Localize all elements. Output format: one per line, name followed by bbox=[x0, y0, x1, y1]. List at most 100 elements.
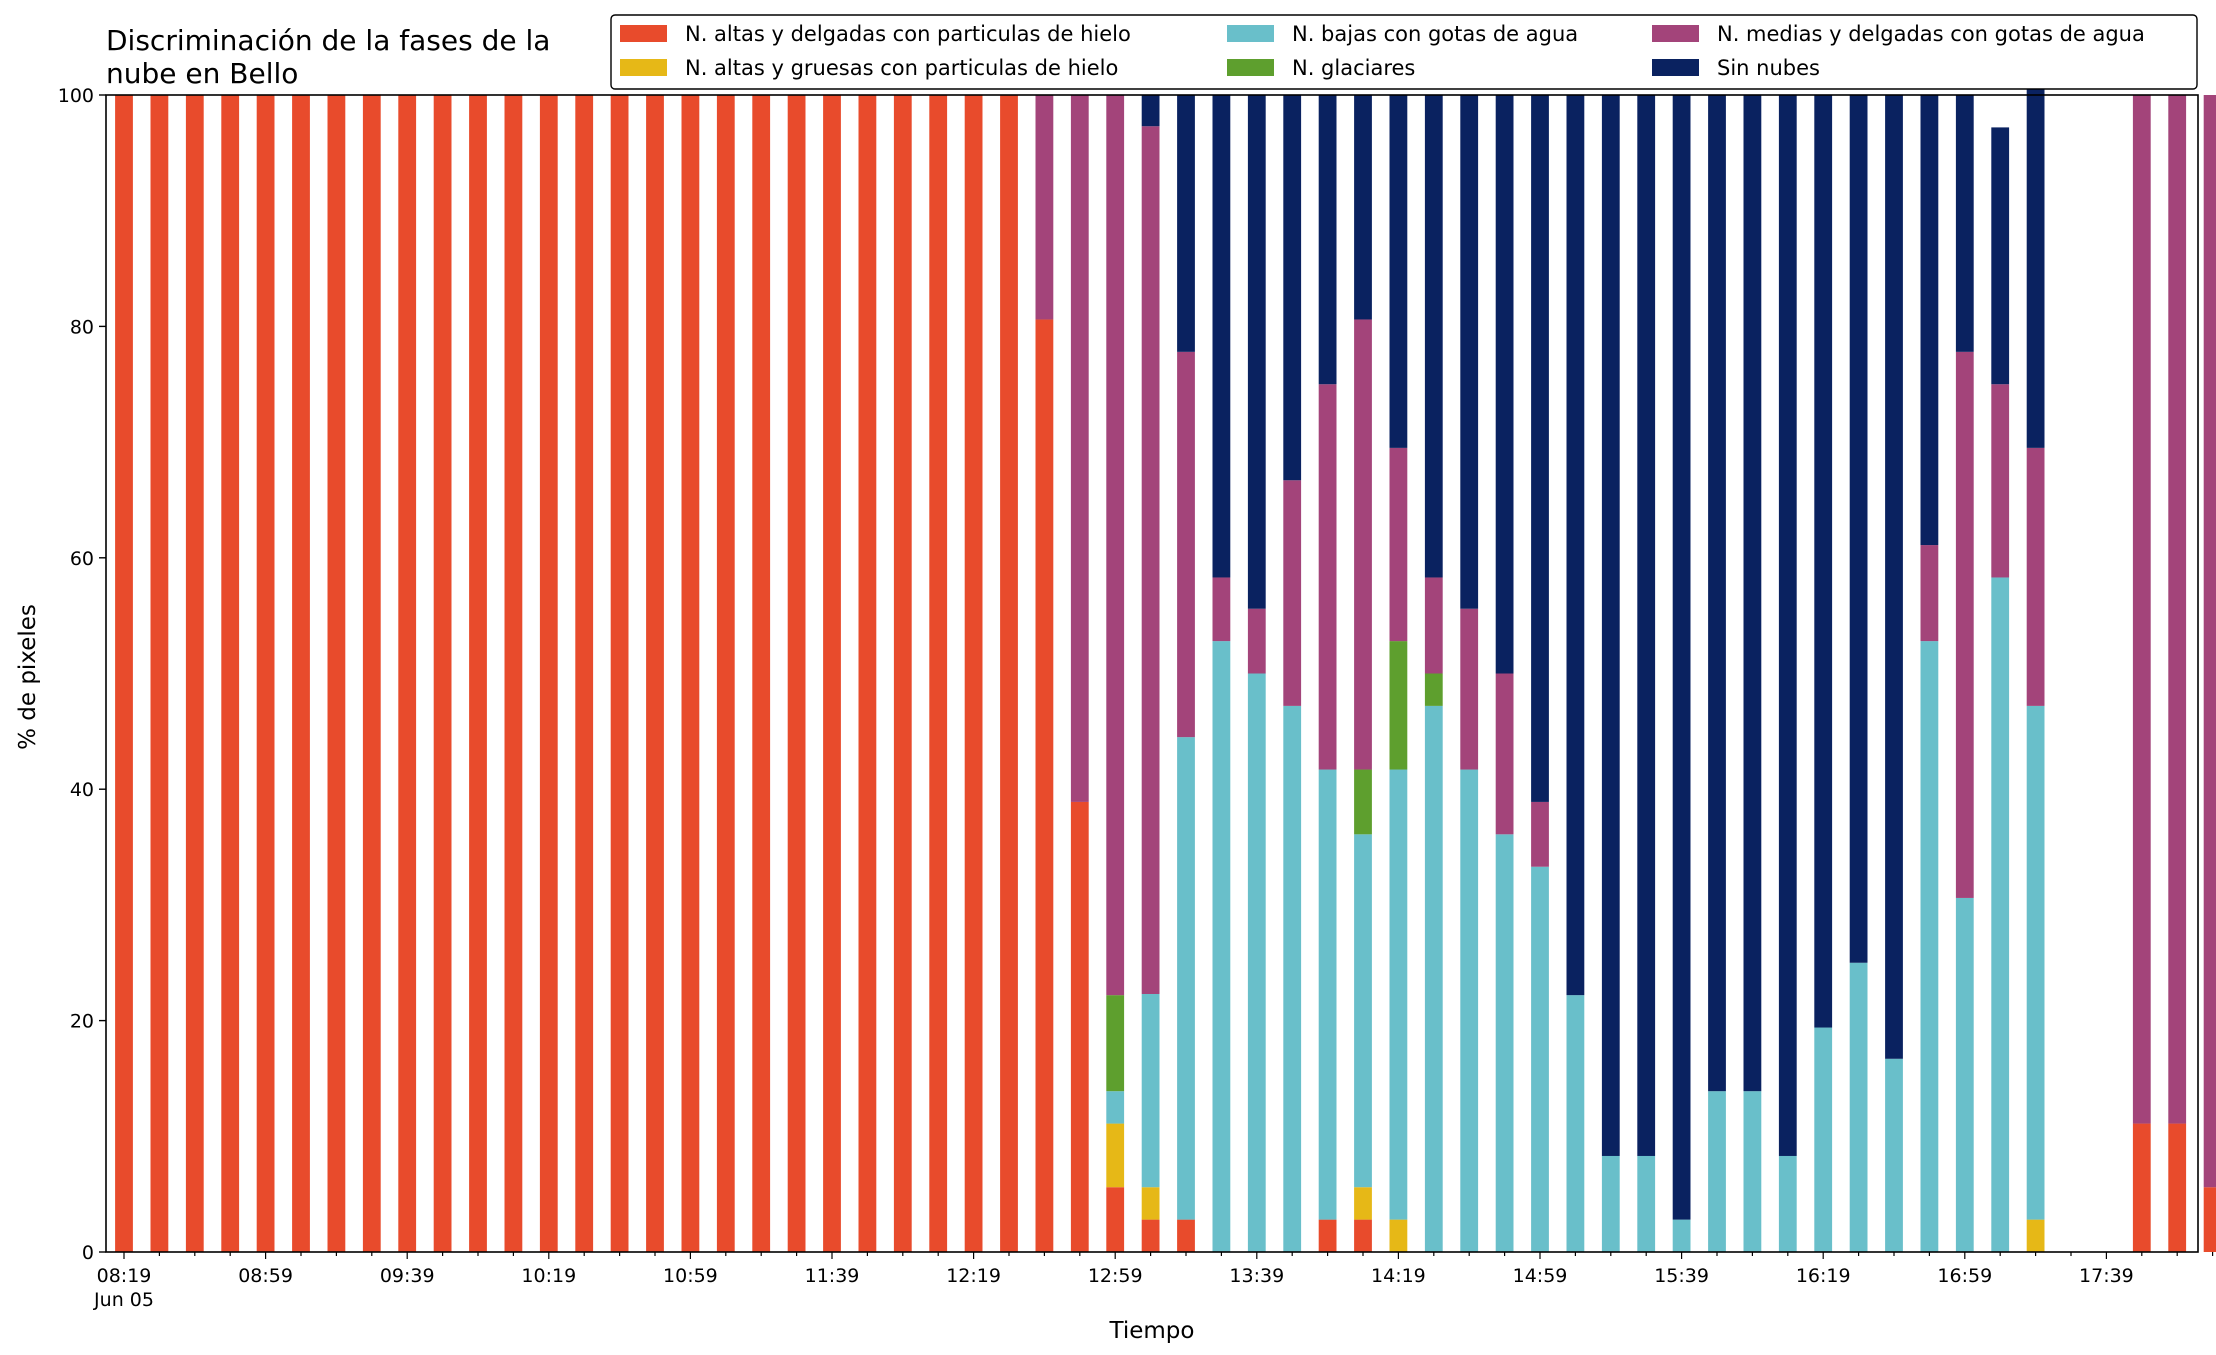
bar-segment-5-48 bbox=[1814, 95, 1833, 1028]
bar-segment-0-21 bbox=[858, 95, 877, 1252]
x-tick-label: 11:39 bbox=[805, 1265, 860, 1287]
legend-swatch bbox=[1652, 59, 1699, 76]
legend-swatch bbox=[620, 25, 667, 42]
bar-segment-3-37 bbox=[1424, 673, 1443, 706]
bar-segment-0-23 bbox=[929, 95, 948, 1252]
bar-segment-2-38 bbox=[1460, 769, 1479, 1252]
bar-segment-1-28 bbox=[1106, 1123, 1125, 1188]
bar-segment-2-49 bbox=[1849, 962, 1868, 1252]
bar-segment-0-19 bbox=[787, 95, 806, 1252]
bar-segment-3-35 bbox=[1354, 769, 1372, 835]
bar-segment-0-9 bbox=[433, 95, 452, 1252]
bar-segment-5-38 bbox=[1460, 95, 1479, 609]
bar-segment-5-44 bbox=[1672, 95, 1691, 1220]
legend-swatch bbox=[1652, 25, 1699, 42]
bar-segment-0-27 bbox=[1070, 801, 1089, 1252]
legend-swatch bbox=[1227, 25, 1274, 42]
bar-segment-2-34 bbox=[1318, 769, 1337, 1220]
x-date-label: Jun 05 bbox=[93, 1289, 154, 1311]
bar-segment-0-11 bbox=[504, 95, 523, 1252]
bar-segment-0-4 bbox=[256, 95, 275, 1252]
bar-segment-0-26 bbox=[1035, 319, 1054, 1253]
bar-segment-5-46 bbox=[1743, 95, 1762, 1092]
bar-segment-2-48 bbox=[1814, 1027, 1833, 1252]
x-tick-label: 15:39 bbox=[1654, 1265, 1709, 1287]
bar-segment-2-37 bbox=[1424, 705, 1443, 1252]
x-tick-label: 09:39 bbox=[380, 1265, 435, 1287]
bar-segment-5-42 bbox=[1601, 95, 1620, 1156]
bar-segment-2-46 bbox=[1743, 1091, 1762, 1252]
bar-segment-4-57 bbox=[2132, 95, 2151, 1124]
bar-segment-4-35 bbox=[1354, 319, 1372, 770]
y-tick-label: 60 bbox=[70, 548, 94, 570]
bar-segment-5-50 bbox=[1885, 95, 1903, 1059]
bar-segment-0-20 bbox=[823, 95, 841, 1252]
bar-segment-2-44 bbox=[1672, 1219, 1691, 1252]
bar-segment-0-10 bbox=[469, 95, 487, 1252]
bar-segment-0-24 bbox=[964, 95, 983, 1252]
bar-segment-0-30 bbox=[1177, 1219, 1195, 1252]
bar-segment-3-36 bbox=[1389, 641, 1408, 770]
bar-segment-5-30 bbox=[1177, 95, 1195, 352]
bar-segment-1-35 bbox=[1354, 1187, 1372, 1220]
bar-segment-1-54 bbox=[2026, 1219, 2045, 1252]
x-tick-label: 08:19 bbox=[97, 1265, 152, 1287]
bar-segment-0-34 bbox=[1318, 1219, 1337, 1252]
bar-segment-4-26 bbox=[1035, 95, 1054, 320]
chart-title: Discriminación de la fases de la nube en… bbox=[106, 24, 550, 90]
y-tick-label: 0 bbox=[82, 1242, 94, 1264]
bar-segment-5-52 bbox=[1955, 95, 1974, 352]
tick-group: 0 20 40 60 80 100 08:19 08:59 09:39 10:19 10:59 11:… bbox=[58, 85, 2214, 1311]
bar-segment-5-29 bbox=[1141, 95, 1160, 127]
bar-segment-0-57 bbox=[2132, 1123, 2151, 1252]
bar-segment-2-47 bbox=[1778, 1155, 1797, 1252]
bar-segment-5-41 bbox=[1566, 95, 1585, 996]
bar-segment-0-25 bbox=[1000, 95, 1018, 1252]
bar-segment-5-54 bbox=[2026, 62, 2045, 448]
bar-segment-0-18 bbox=[752, 95, 771, 1252]
x-tick-label: 10:59 bbox=[663, 1265, 718, 1287]
bar-segment-4-40 bbox=[1531, 801, 1549, 867]
x-tick-label: 10:19 bbox=[521, 1265, 576, 1287]
plot-frame bbox=[105, 94, 2199, 1253]
bar-segment-4-29 bbox=[1141, 126, 1160, 994]
bar-segment-0-7 bbox=[362, 95, 381, 1252]
bar-segment-2-43 bbox=[1637, 1155, 1656, 1252]
bar-series-group bbox=[115, 62, 2216, 1253]
bar-segment-4-28 bbox=[1106, 95, 1125, 996]
bar-segment-4-39 bbox=[1495, 673, 1514, 835]
legend-label: N. medias y delgadas con gotas de agua bbox=[1717, 22, 2145, 46]
bar-segment-0-16 bbox=[681, 95, 700, 1252]
bar-segment-4-59 bbox=[2203, 95, 2216, 1188]
bar-segment-1-29 bbox=[1141, 1187, 1160, 1220]
x-tick-label: 12:19 bbox=[946, 1265, 1001, 1287]
bar-segment-2-50 bbox=[1885, 1058, 1903, 1252]
bar-segment-2-33 bbox=[1283, 705, 1302, 1252]
bar-segment-2-31 bbox=[1212, 641, 1231, 1252]
bar-segment-4-58 bbox=[2168, 95, 2187, 1124]
chart-title-line-1: Discriminación de la fases de la bbox=[106, 24, 550, 57]
bar-segment-2-42 bbox=[1601, 1155, 1620, 1252]
legend-label: N. altas y gruesas con particulas de hie… bbox=[685, 56, 1118, 80]
y-tick-label: 100 bbox=[58, 85, 94, 107]
bar-segment-5-47 bbox=[1778, 95, 1797, 1156]
x-tick-label: 14:19 bbox=[1371, 1265, 1426, 1287]
bar-segment-2-30 bbox=[1177, 737, 1195, 1220]
bar-segment-4-31 bbox=[1212, 577, 1231, 642]
x-tick-label: 16:59 bbox=[1937, 1265, 1992, 1287]
legend-swatch bbox=[620, 59, 667, 76]
x-tick-label: 16:19 bbox=[1796, 1265, 1851, 1287]
bar-segment-2-35 bbox=[1354, 834, 1372, 1188]
bar-segment-4-34 bbox=[1318, 384, 1337, 770]
bar-segment-5-40 bbox=[1531, 95, 1549, 802]
x-tick-label: 12:59 bbox=[1088, 1265, 1143, 1287]
y-axis-label: % de pixeles bbox=[15, 604, 41, 750]
bar-segment-0-8 bbox=[398, 95, 417, 1252]
bar-segment-0-29 bbox=[1141, 1219, 1160, 1252]
legend-label: N. altas y delgadas con particulas de hi… bbox=[685, 22, 1131, 46]
bar-segment-5-31 bbox=[1212, 95, 1231, 578]
bar-segment-5-49 bbox=[1849, 95, 1868, 963]
bar-segment-0-22 bbox=[893, 95, 912, 1252]
bar-segment-5-37 bbox=[1424, 95, 1443, 578]
